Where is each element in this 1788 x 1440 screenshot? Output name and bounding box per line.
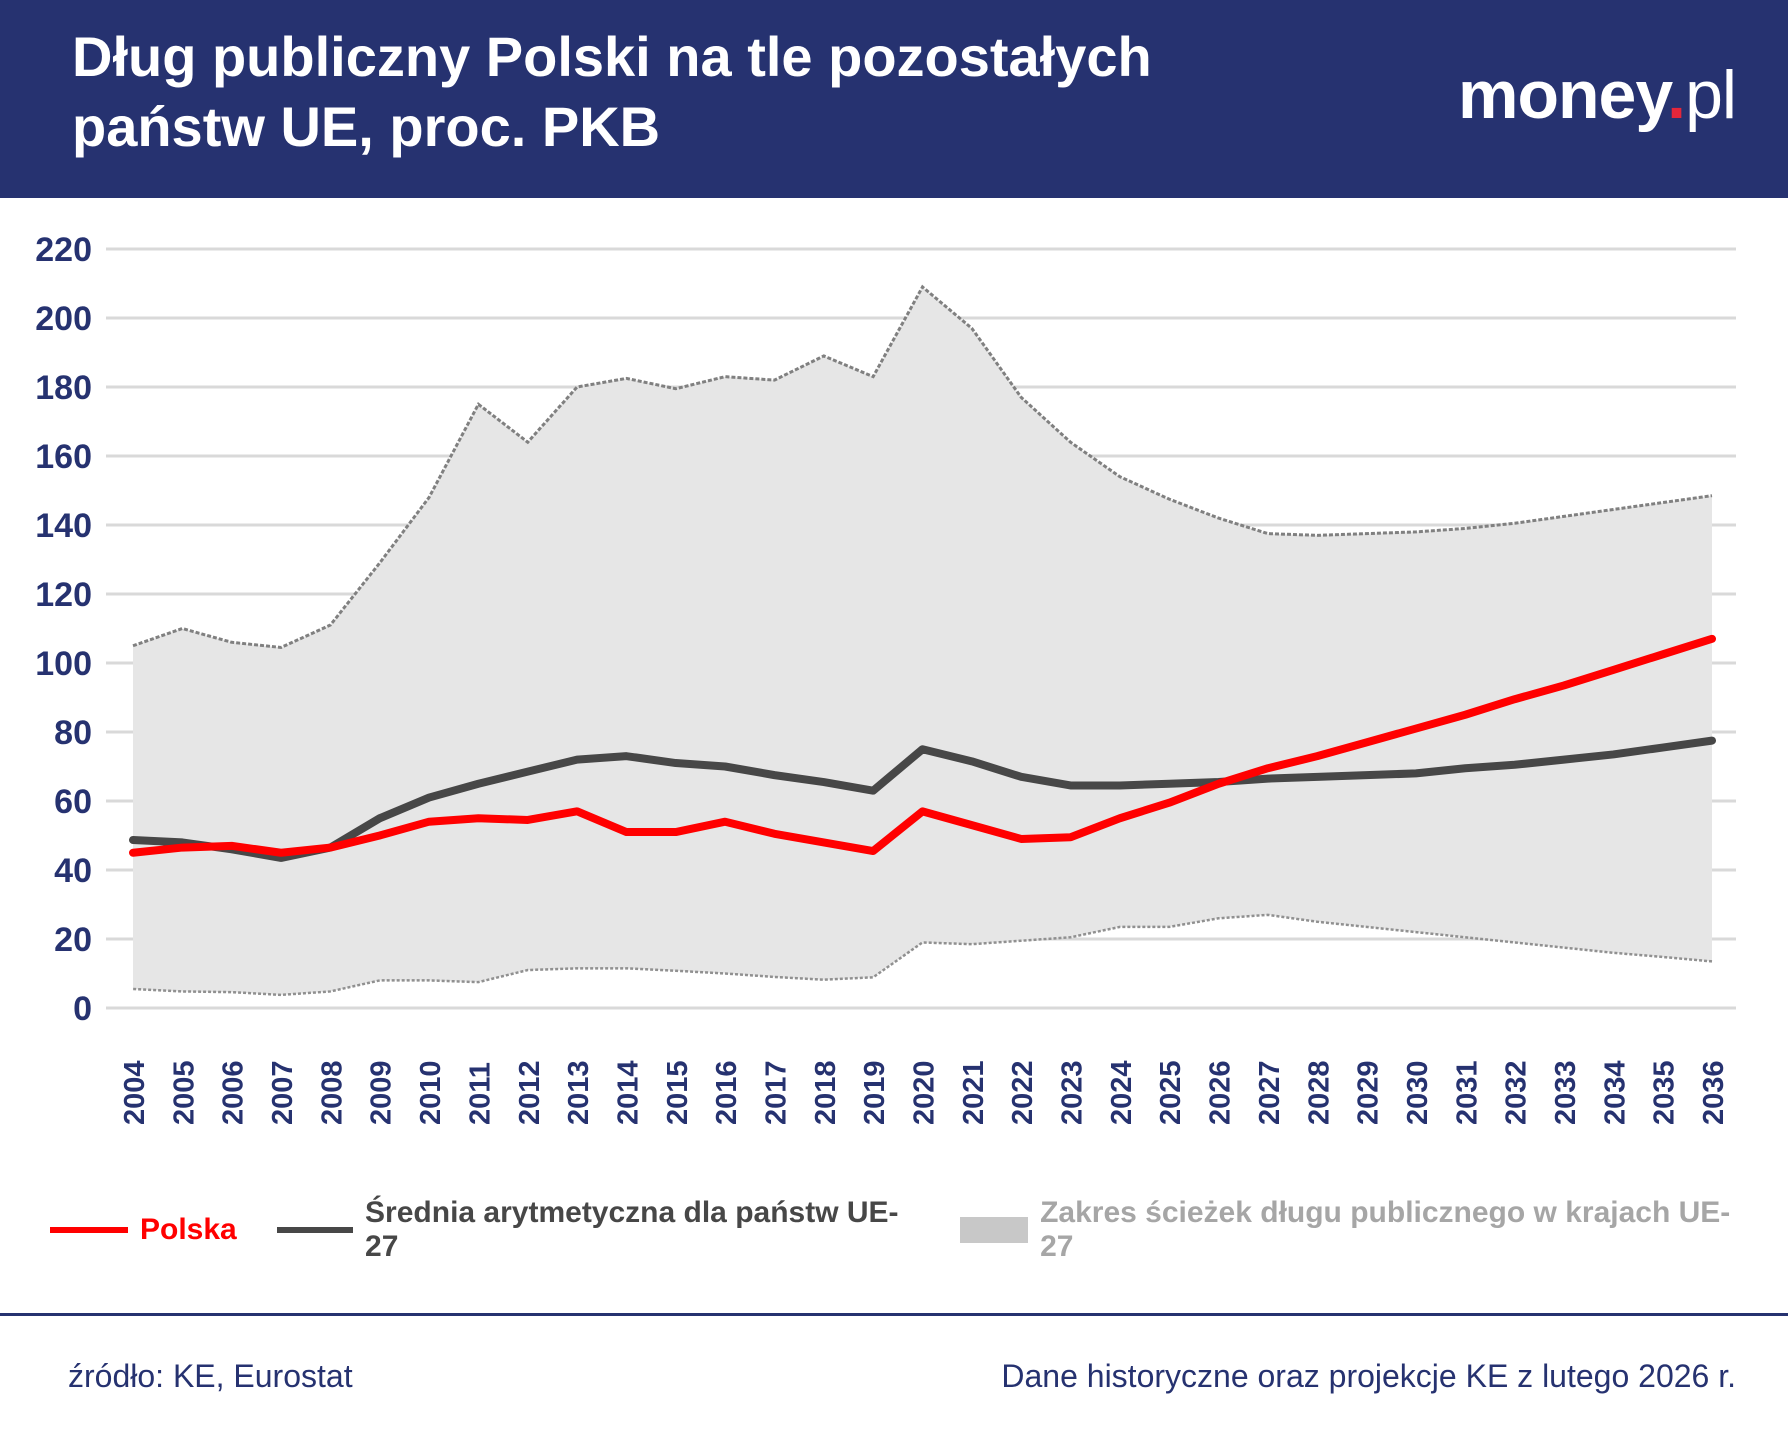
source-text: źródło: KE, Eurostat bbox=[68, 1358, 353, 1394]
y-tick-label: 60 bbox=[54, 783, 92, 821]
y-tick-label: 40 bbox=[54, 852, 92, 890]
y-tick-label: 160 bbox=[35, 438, 92, 476]
x-tick-label: 2007 bbox=[267, 1060, 299, 1125]
x-tick-label: 2023 bbox=[1057, 1060, 1089, 1125]
legend-label: Średnia arytmetyczna dla państw UE-27 bbox=[365, 1196, 899, 1263]
x-tick-label: 2009 bbox=[366, 1060, 398, 1125]
x-tick-label: 2014 bbox=[612, 1060, 644, 1125]
range-area bbox=[133, 286, 1712, 995]
x-tick-label: 2011 bbox=[464, 1062, 496, 1125]
y-tick-label: 20 bbox=[54, 921, 92, 959]
y-tick-label: 80 bbox=[54, 714, 92, 752]
x-tick-label: 2026 bbox=[1205, 1060, 1237, 1125]
legend-item-srednia: Średnia arytmetyczna dla państw UE-27 bbox=[276, 1196, 920, 1264]
y-axis: 0 20 40 60 80 100 120 140 160 180 200 220 bbox=[35, 231, 92, 1028]
range-band bbox=[132, 284, 1713, 997]
x-tick-label: 2032 bbox=[1501, 1060, 1533, 1125]
note-text: Dane historyczne oraz projekcje KE z lut… bbox=[1001, 1358, 1736, 1394]
legend-label: Zakres ścieżek długu publicznego w kraja… bbox=[1040, 1196, 1731, 1263]
x-tick-label: 2028 bbox=[1303, 1060, 1335, 1125]
x-tick-label: 2018 bbox=[810, 1060, 842, 1125]
chart-title: Dług publiczny Polski na tle pozostałych… bbox=[72, 22, 1372, 162]
x-tick-label: 2019 bbox=[859, 1060, 891, 1125]
x-tick-label: 2006 bbox=[218, 1060, 250, 1125]
x-tick-label: 2008 bbox=[316, 1060, 348, 1125]
logo-dot: . bbox=[1667, 57, 1686, 133]
x-tick-label: 2021 bbox=[958, 1060, 990, 1125]
x-tick-label: 2013 bbox=[563, 1060, 595, 1125]
title-line-2: państw UE, proc. PKB bbox=[72, 95, 661, 158]
x-tick-label: 2027 bbox=[1254, 1060, 1286, 1125]
x-tick-label: 2015 bbox=[662, 1060, 694, 1125]
y-tick-label: 120 bbox=[35, 576, 92, 614]
legend-swatch-grey-box bbox=[959, 1217, 1029, 1243]
x-tick-label: 2031 bbox=[1451, 1060, 1483, 1125]
footer-divider bbox=[0, 1313, 1788, 1316]
x-tick-label: 2010 bbox=[415, 1060, 447, 1125]
x-tick-label: 2012 bbox=[514, 1060, 546, 1125]
x-axis: 2004 2005 2006 2007 2008 2009 2010 2011 2012 2013… bbox=[119, 1060, 1730, 1125]
legend-swatch-dark-line bbox=[276, 1227, 354, 1233]
x-tick-label: 2024 bbox=[1106, 1060, 1138, 1125]
legend: Polska Średnia arytmetyczna dla państw U… bbox=[50, 1196, 1788, 1263]
logo-suffix: pl bbox=[1685, 57, 1737, 133]
legend-label: Polska bbox=[140, 1213, 237, 1246]
x-tick-label: 2029 bbox=[1353, 1060, 1385, 1125]
x-tick-label: 2036 bbox=[1698, 1060, 1730, 1125]
x-tick-label: 2034 bbox=[1599, 1060, 1631, 1125]
y-tick-label: 0 bbox=[73, 990, 92, 1028]
range-upper-line bbox=[132, 284, 1713, 650]
x-tick-label: 2017 bbox=[760, 1060, 792, 1125]
y-tick-label: 180 bbox=[35, 369, 92, 407]
x-tick-label: 2035 bbox=[1649, 1060, 1681, 1125]
y-tick-label: 100 bbox=[35, 645, 92, 683]
x-tick-label: 2016 bbox=[711, 1060, 743, 1125]
x-tick-label: 2033 bbox=[1550, 1060, 1582, 1125]
x-tick-label: 2022 bbox=[1007, 1060, 1039, 1125]
y-tick-label: 140 bbox=[35, 507, 92, 545]
y-tick-label: 200 bbox=[35, 300, 92, 338]
x-tick-label: 2020 bbox=[909, 1060, 941, 1125]
logo-main: money bbox=[1458, 57, 1668, 133]
title-line-1: Dług publiczny Polski na tle pozostałych bbox=[72, 25, 1152, 88]
legend-item-polska: Polska bbox=[50, 1213, 237, 1247]
legend-item-zakres: Zakres ścieżek długu publicznego w kraja… bbox=[959, 1196, 1748, 1264]
x-tick-label: 2025 bbox=[1155, 1060, 1187, 1125]
x-tick-label: 2005 bbox=[168, 1060, 200, 1125]
x-tick-label: 2030 bbox=[1402, 1060, 1434, 1125]
legend-swatch-red-line bbox=[50, 1227, 128, 1233]
series-lines bbox=[129, 634, 1716, 862]
x-tick-label: 2004 bbox=[119, 1060, 151, 1125]
header-banner: Dług publiczny Polski na tle pozostałych… bbox=[0, 0, 1788, 198]
money-pl-logo: money.pl bbox=[1458, 56, 1737, 134]
y-tick-label: 220 bbox=[35, 231, 92, 269]
